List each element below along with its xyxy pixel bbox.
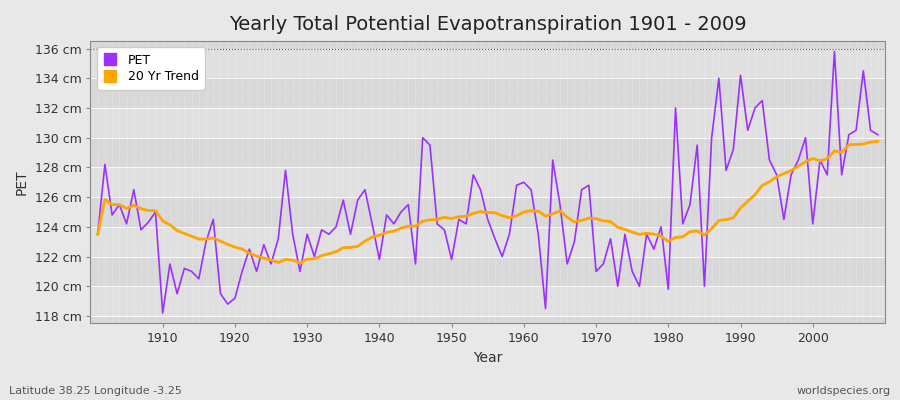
Y-axis label: PET: PET bbox=[15, 170, 29, 195]
Bar bbox=[91, 256, 885, 286]
Legend: PET, 20 Yr Trend: PET, 20 Yr Trend bbox=[96, 47, 205, 90]
Text: worldspecies.org: worldspecies.org bbox=[796, 386, 891, 396]
Bar bbox=[91, 41, 885, 48]
X-axis label: Year: Year bbox=[473, 351, 502, 365]
Bar bbox=[91, 316, 885, 324]
Bar bbox=[91, 227, 885, 256]
Bar bbox=[91, 286, 885, 316]
Bar bbox=[91, 168, 885, 197]
Bar bbox=[91, 48, 885, 78]
Bar bbox=[91, 108, 885, 138]
Title: Yearly Total Potential Evapotranspiration 1901 - 2009: Yearly Total Potential Evapotranspiratio… bbox=[229, 15, 746, 34]
Text: Latitude 38.25 Longitude -3.25: Latitude 38.25 Longitude -3.25 bbox=[9, 386, 182, 396]
Bar bbox=[91, 78, 885, 108]
Bar bbox=[91, 138, 885, 168]
Bar bbox=[91, 197, 885, 227]
